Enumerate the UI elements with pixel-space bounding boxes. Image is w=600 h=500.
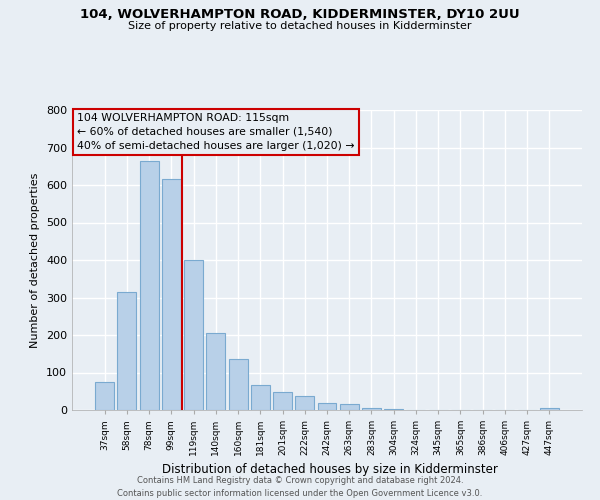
- Text: 104 WOLVERHAMPTON ROAD: 115sqm
← 60% of detached houses are smaller (1,540)
40% : 104 WOLVERHAMPTON ROAD: 115sqm ← 60% of …: [77, 113, 355, 151]
- Bar: [229, 358, 248, 410]
- Bar: [118, 292, 136, 410]
- Bar: [540, 408, 559, 410]
- Bar: [384, 409, 403, 410]
- Bar: [251, 384, 270, 410]
- Bar: [140, 160, 158, 410]
- Bar: [95, 382, 114, 410]
- Text: Distribution of detached houses by size in Kidderminster: Distribution of detached houses by size …: [162, 462, 498, 475]
- Text: Size of property relative to detached houses in Kidderminster: Size of property relative to detached ho…: [128, 21, 472, 31]
- Bar: [162, 180, 181, 410]
- Bar: [317, 402, 337, 410]
- Bar: [362, 408, 381, 410]
- Bar: [273, 392, 292, 410]
- Bar: [206, 333, 225, 410]
- Y-axis label: Number of detached properties: Number of detached properties: [31, 172, 40, 348]
- Bar: [295, 396, 314, 410]
- Text: Contains HM Land Registry data © Crown copyright and database right 2024.
Contai: Contains HM Land Registry data © Crown c…: [118, 476, 482, 498]
- Bar: [340, 404, 359, 410]
- Text: 104, WOLVERHAMPTON ROAD, KIDDERMINSTER, DY10 2UU: 104, WOLVERHAMPTON ROAD, KIDDERMINSTER, …: [80, 8, 520, 20]
- Bar: [184, 260, 203, 410]
